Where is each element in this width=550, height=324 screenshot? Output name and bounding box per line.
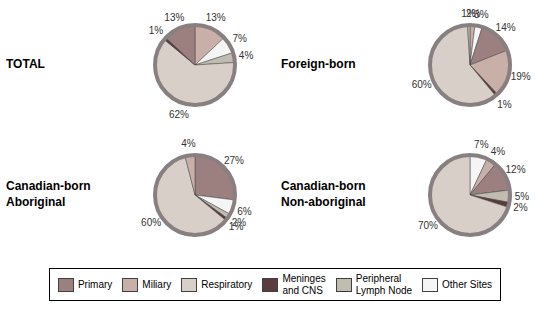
svg-text:13%: 13% <box>164 12 184 23</box>
svg-text:5%: 5% <box>515 191 530 202</box>
svg-text:13%: 13% <box>206 12 226 23</box>
html-text:Other Sites: Other Sites <box>442 278 493 290</box>
svg-text:2%: 2% <box>513 202 528 213</box>
svg-text:1%: 1% <box>497 99 512 110</box>
svg-text:4%: 4% <box>181 138 196 149</box>
svg-text:60%: 60% <box>141 217 161 228</box>
svg-text:3%: 3% <box>474 9 489 20</box>
html-text:Primary: Primary <box>77 278 113 290</box>
svg-text:4%: 4% <box>239 50 254 61</box>
svg-text:27%: 27% <box>224 155 244 166</box>
svg-text:14%: 14% <box>496 22 516 33</box>
svg-text:12%: 12% <box>506 164 526 175</box>
html-text:Respiratory: Respiratory <box>201 278 253 290</box>
svg-text:6%: 6% <box>237 206 252 217</box>
html-text:Meninges and CNS: Meninges and CNS <box>282 273 326 296</box>
svg-text:19%: 19% <box>511 71 531 82</box>
html-text:Canadian-born Non-aboriginal: Canadian-born Non-aboriginal <box>281 179 366 209</box>
svg-text:1%: 1% <box>229 221 244 232</box>
svg-text:70%: 70% <box>418 220 438 231</box>
html-text:Peripheral Lymph Node: Peripheral Lymph Node <box>355 273 413 296</box>
html-text:TOTAL: TOTAL <box>6 57 45 72</box>
svg-text:1%: 1% <box>149 25 164 36</box>
svg-text:60%: 60% <box>412 79 432 90</box>
svg-text:1%: 1% <box>461 8 476 19</box>
html-text:Foreign-born: Foreign-born <box>281 57 356 72</box>
svg-text:7%: 7% <box>474 139 489 150</box>
svg-text:62%: 62% <box>169 109 189 120</box>
html-text:Miliary: Miliary <box>142 278 172 290</box>
svg-text:7%: 7% <box>233 33 248 44</box>
html-text:Canadian-born Aboriginal: Canadian-born Aboriginal <box>6 179 91 209</box>
svg-text:4%: 4% <box>491 146 506 157</box>
